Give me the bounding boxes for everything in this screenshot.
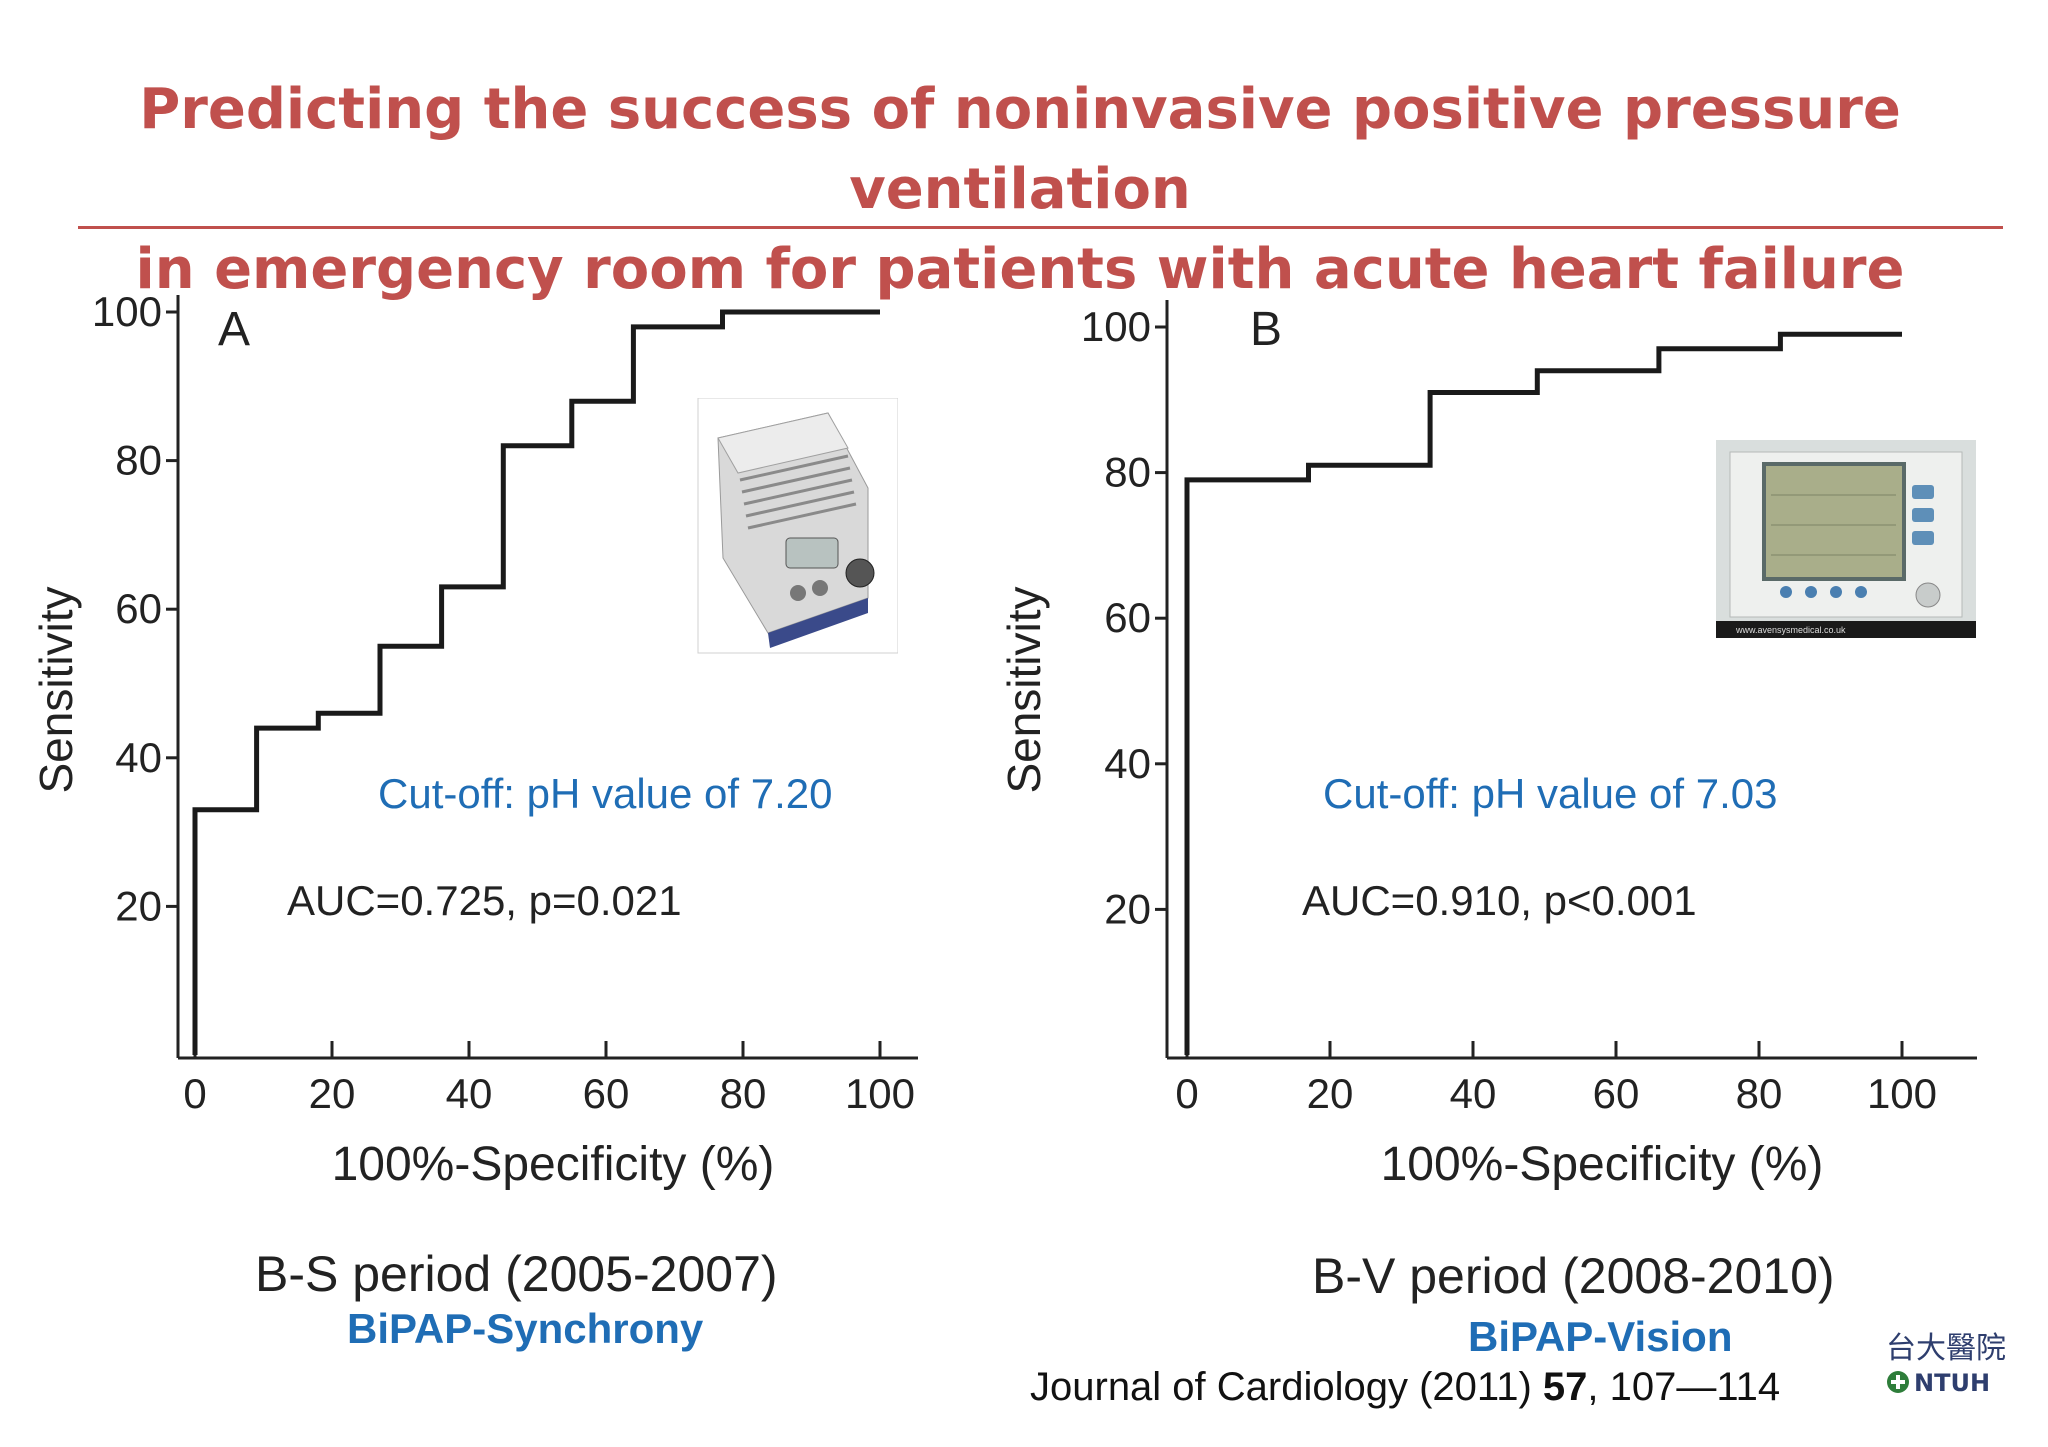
y-tick-label: 100 <box>1081 303 1151 350</box>
title-line-1: Predicting the success of noninvasive po… <box>139 77 1901 222</box>
y-tick-label: 100 <box>92 288 162 335</box>
cutoff-label: Cut-off: pH value of 7.20 <box>378 770 833 817</box>
cutoff-label: Cut-off: pH value of 7.03 <box>1323 770 1778 817</box>
journal-name: Journal of Cardiology (2011) <box>1030 1365 1543 1409</box>
roc-chart-a: 20 40 60 80 100 0 20 40 60 80 100 A Cut-off: pH valu… <box>30 288 918 1191</box>
x-tick-label: 60 <box>1593 1070 1640 1117</box>
x-tick-label: 60 <box>583 1070 630 1117</box>
y-tick-label: 20 <box>115 882 162 929</box>
x-tick-label: 100 <box>1867 1070 1937 1117</box>
roc-curve <box>192 309 880 1055</box>
journal-citation: Journal of Cardiology (2011) 57, 107—114 <box>1030 1365 1780 1410</box>
panel-label: A <box>218 303 250 356</box>
y-tick-label: 80 <box>115 437 162 484</box>
x-tick-label: 20 <box>1307 1070 1354 1117</box>
vision-photo-caption: www.avensysmedical.co.uk <box>1735 625 1846 635</box>
logo-chinese-text: 台大醫院 <box>1886 1331 2006 1366</box>
x-tick-label: 40 <box>446 1070 493 1117</box>
x-tick-label: 80 <box>720 1070 767 1117</box>
x-tick-label: 80 <box>1736 1070 1783 1117</box>
title-underline <box>78 226 2003 229</box>
x-tick-label: 0 <box>1175 1070 1198 1117</box>
period-b: B-V period (2008-2010) <box>1312 1248 1835 1304</box>
x-tick-label: 40 <box>1450 1070 1497 1117</box>
logo-text: NTUH <box>1914 1369 1990 1397</box>
x-tick-label: 0 <box>183 1070 206 1117</box>
auc-label: AUC=0.910, p<0.001 <box>1302 877 1697 924</box>
roc-curve <box>1184 331 1902 1055</box>
journal-pages: , 107—114 <box>1587 1365 1781 1409</box>
x-axis-label: 100%-Specificity (%) <box>1381 1138 1824 1191</box>
slide-title: Predicting the success of noninvasive po… <box>40 70 2000 310</box>
bipap-vision-device-photo: www.avensysmedical.co.uk <box>1716 440 1976 638</box>
journal-volume: 57 <box>1542 1365 1588 1409</box>
y-tick-label: 80 <box>1104 449 1151 496</box>
ntuh-hospital-logo: 台大醫院 NTUH <box>1876 1320 2016 1400</box>
device-b: BiPAP-Vision <box>1468 1313 1733 1360</box>
period-a: B-S period (2005-2007) <box>255 1246 778 1302</box>
y-tick-label: 40 <box>1104 740 1151 787</box>
y-tick-label: 60 <box>115 585 162 632</box>
bipap-synchrony-device-photo <box>678 397 899 676</box>
y-tick-label: 60 <box>1104 594 1151 641</box>
x-axis-label: 100%-Specificity (%) <box>332 1138 775 1191</box>
title-line-2: in emergency room for patients with acut… <box>135 237 1905 302</box>
y-axis-label: Sensitivity <box>30 586 82 793</box>
y-tick-label: 20 <box>1104 885 1151 932</box>
auc-label: AUC=0.725, p=0.021 <box>287 877 682 924</box>
panel-label: B <box>1250 303 1282 356</box>
x-tick-label: 100 <box>845 1070 915 1117</box>
device-a: BiPAP-Synchrony <box>347 1305 704 1352</box>
roc-chart-b: 20 40 60 80 100 0 20 40 60 80 100 B Cut-off: pH valu… <box>998 300 1977 1191</box>
x-tick-label: 20 <box>309 1070 356 1117</box>
y-tick-label: 40 <box>115 734 162 781</box>
y-axis-label: Sensitivity <box>998 586 1050 793</box>
